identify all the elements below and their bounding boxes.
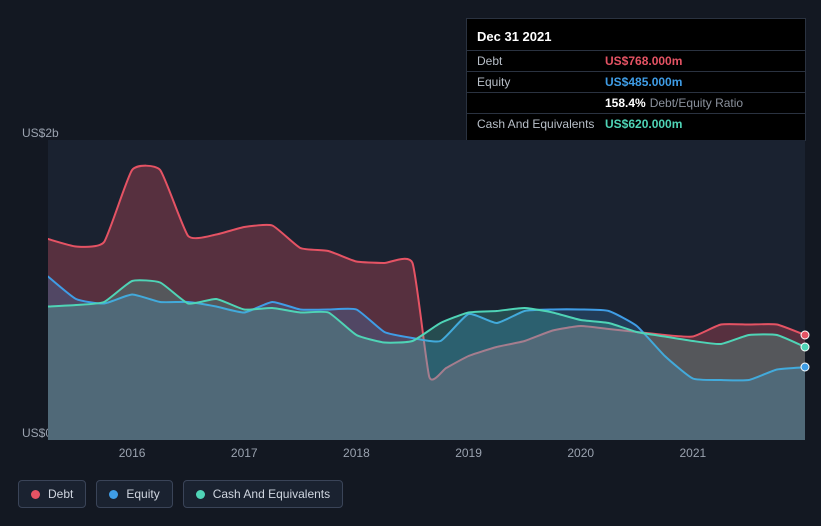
tooltip-row-value: US$620.000m — [605, 117, 795, 131]
x-tick: 2019 — [455, 446, 482, 460]
x-tick: 2017 — [231, 446, 258, 460]
x-axis: 2016 2017 2018 2019 2020 2021 — [48, 446, 805, 466]
chart-plot-area[interactable] — [48, 140, 805, 440]
series-end-marker-equity — [801, 363, 810, 372]
legend-item-equity[interactable]: Equity — [96, 480, 172, 508]
debt-color-dot-icon — [31, 490, 40, 499]
tooltip-row: Cash And EquivalentsUS$620.000m — [467, 113, 805, 134]
x-tick: 2020 — [567, 446, 594, 460]
tooltip-row-label — [477, 96, 605, 110]
chart-tooltip: Dec 31 2021 DebtUS$768.000mEquityUS$485.… — [466, 18, 806, 141]
x-tick: 2018 — [343, 446, 370, 460]
tooltip-row-value: US$768.000m — [605, 54, 795, 68]
cash-color-dot-icon — [196, 490, 205, 499]
tooltip-date: Dec 31 2021 — [467, 25, 805, 50]
tooltip-row: 158.4%Debt/Equity Ratio — [467, 92, 805, 113]
tooltip-row-value: 158.4%Debt/Equity Ratio — [605, 96, 795, 110]
series-end-marker-debt — [801, 331, 810, 340]
legend-item-label: Debt — [48, 487, 73, 501]
legend-item-debt[interactable]: Debt — [18, 480, 86, 508]
tooltip-row: EquityUS$485.000m — [467, 71, 805, 92]
legend-item-label: Equity — [126, 487, 159, 501]
legend-item-label: Cash And Equivalents — [213, 487, 330, 501]
series-fill-cash — [48, 280, 805, 440]
tooltip-row-suffix: Debt/Equity Ratio — [650, 96, 743, 110]
tooltip-row-label: Equity — [477, 75, 605, 89]
x-tick: 2021 — [679, 446, 706, 460]
chart-legend: Debt Equity Cash And Equivalents — [18, 480, 343, 508]
y-axis-max-label: US$2b — [22, 126, 59, 140]
series-end-marker-cash — [801, 343, 810, 352]
x-tick: 2016 — [119, 446, 146, 460]
legend-item-cash[interactable]: Cash And Equivalents — [183, 480, 343, 508]
equity-color-dot-icon — [109, 490, 118, 499]
tooltip-row-label: Cash And Equivalents — [477, 117, 605, 131]
tooltip-row: DebtUS$768.000m — [467, 50, 805, 71]
tooltip-row-label: Debt — [477, 54, 605, 68]
tooltip-row-value: US$485.000m — [605, 75, 795, 89]
